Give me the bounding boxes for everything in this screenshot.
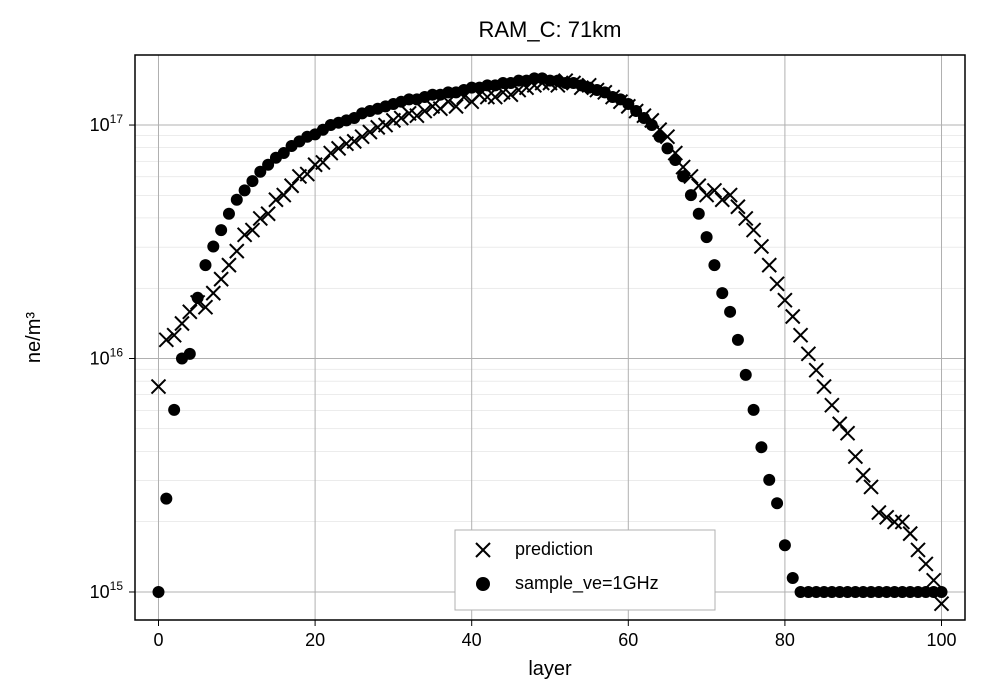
scatter-chart: 020406080100101510161017layerne/m³RAM_C:…	[0, 0, 1000, 700]
svg-text:80: 80	[775, 630, 795, 650]
x-axis-label: layer	[528, 658, 572, 680]
svg-text:100: 100	[926, 630, 956, 650]
y-axis-label: ne/m³	[23, 312, 45, 363]
chart-title: RAM_C: 71km	[478, 17, 621, 42]
legend: prediction sample_ve=1GHz	[455, 530, 715, 610]
legend-label-1: sample_ve=1GHz	[515, 573, 659, 594]
svg-text:20: 20	[305, 630, 325, 650]
svg-text:60: 60	[618, 630, 638, 650]
chart-container: 020406080100101510161017layerne/m³RAM_C:…	[0, 0, 1000, 700]
svg-text:0: 0	[153, 630, 163, 650]
svg-text:40: 40	[462, 630, 482, 650]
legend-label-0: prediction	[515, 539, 593, 559]
